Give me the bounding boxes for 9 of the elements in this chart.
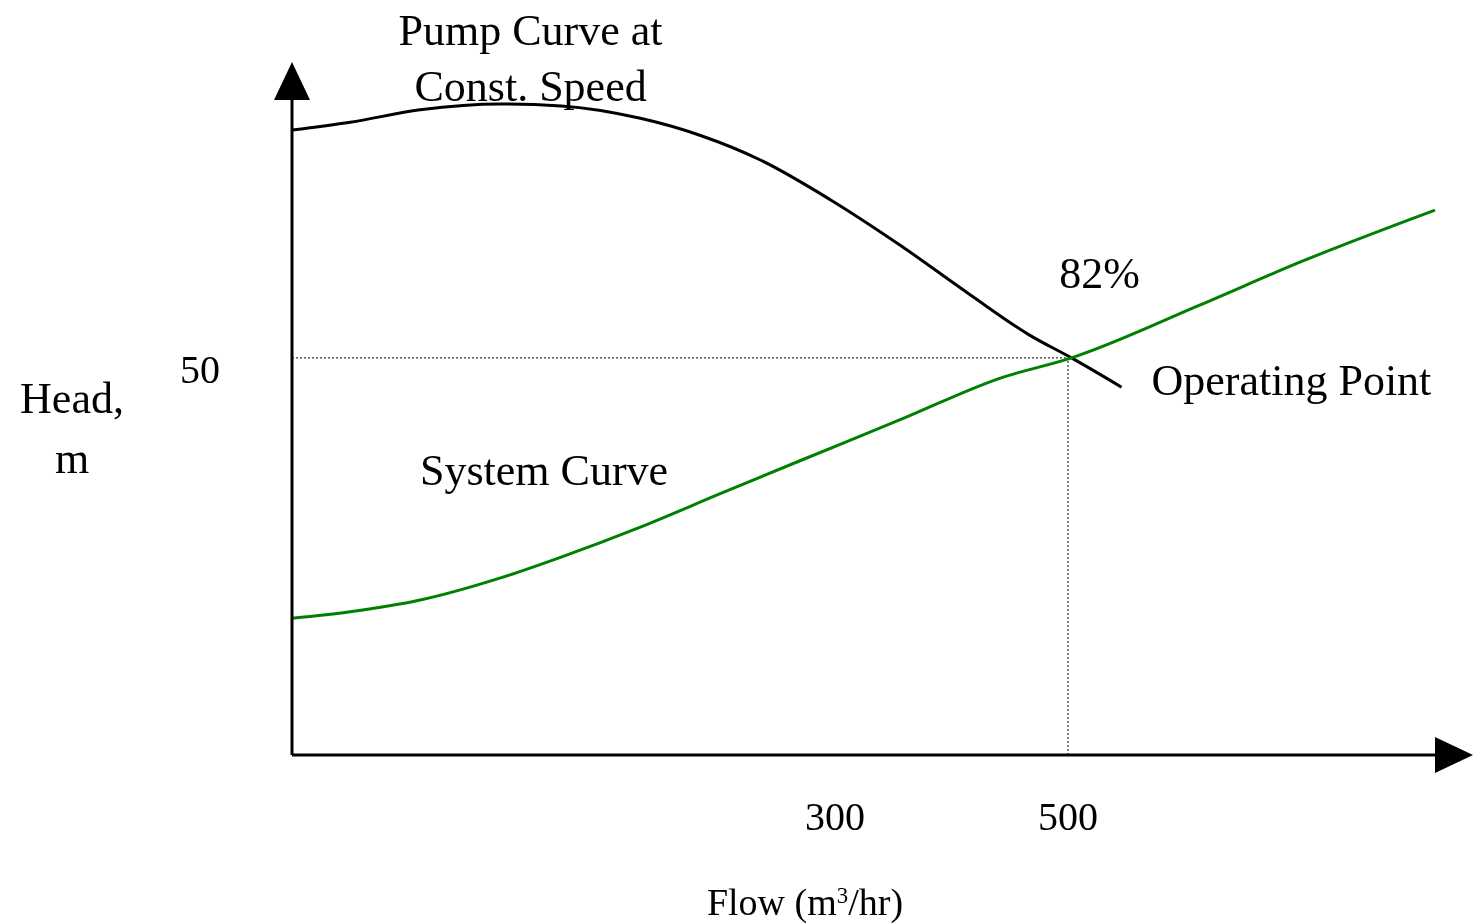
legend-label: Pump Curve at Const. Speed [398,6,663,111]
series-label: System Curve [420,446,669,496]
x-tick-label: 500 [1037,794,1098,839]
x-axis-title: Flow (m$^{3}$/hr) [706,881,904,924]
annotation: Operating Point [1151,355,1432,405]
annotation: 82% [1059,248,1140,298]
text: 50 [180,346,220,392]
y-axis-title: Head, m [20,374,124,483]
x-tick-label: 300 [804,794,865,839]
